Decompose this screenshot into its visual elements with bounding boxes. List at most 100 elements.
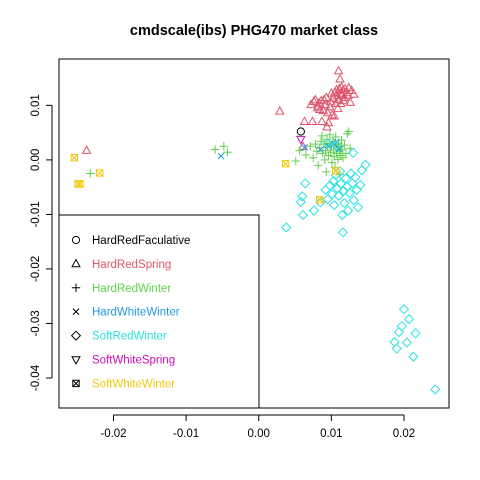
data-point <box>337 209 348 221</box>
series-1 <box>81 65 359 154</box>
data-point <box>356 165 367 176</box>
data-point <box>350 172 361 183</box>
y-tick-label: 0.00 <box>30 149 42 171</box>
data-point <box>329 200 340 211</box>
data-point <box>337 227 349 238</box>
series-5 <box>295 135 306 145</box>
legend-label: HardWhiteWinter <box>92 307 180 319</box>
legend-symbol <box>71 356 81 365</box>
legend-symbol <box>71 283 81 292</box>
data-point <box>299 116 310 126</box>
data-point <box>335 145 343 153</box>
data-point <box>307 116 318 126</box>
data-point <box>324 180 336 191</box>
data-point <box>338 153 348 162</box>
data-point <box>322 121 332 131</box>
x-tick-label: 0.01 <box>320 428 342 440</box>
data-point <box>331 140 342 151</box>
data-point <box>320 155 330 165</box>
legend-item: SoftRedWinter <box>70 330 167 343</box>
data-point <box>342 205 354 216</box>
chart-title: cmdscale(ibs) PHG470 market class <box>130 23 378 39</box>
series-0 <box>296 127 305 136</box>
data-point <box>338 185 349 197</box>
data-point <box>403 314 415 325</box>
x-tick-label: -0.02 <box>100 428 126 440</box>
axes: -0.02 -0.01 0.00 0.01 0.02 -0.04 -0.03 -0.02 -0.… <box>30 94 415 440</box>
data-points <box>70 65 441 395</box>
data-point <box>340 173 351 184</box>
y-tick-label: -0.04 <box>30 364 42 391</box>
y-tick-label: -0.03 <box>30 310 42 336</box>
data-point <box>301 150 311 160</box>
data-point <box>401 337 412 348</box>
data-point <box>348 147 359 158</box>
data-point <box>314 161 323 170</box>
data-point <box>345 97 356 106</box>
legend-item: HardRedFaculative <box>71 235 190 247</box>
legend-label: HardRedFaculative <box>92 235 190 247</box>
data-point <box>317 146 324 153</box>
data-point <box>306 142 315 151</box>
legend-symbol <box>71 235 81 245</box>
legend-label: HardRedWinter <box>92 283 171 295</box>
y-tick-label: -0.01 <box>30 201 42 227</box>
data-point <box>343 129 352 138</box>
legend-symbol <box>72 308 80 316</box>
data-point <box>348 195 359 206</box>
data-point <box>335 87 345 97</box>
data-point <box>323 117 334 127</box>
legend-label: SoftRedWinter <box>92 331 167 343</box>
data-point <box>326 189 338 200</box>
data-point <box>333 190 344 201</box>
legend-label: SoftWhiteSpring <box>92 355 175 367</box>
data-point <box>430 384 441 395</box>
legend-item: HardRedWinter <box>71 283 171 295</box>
data-point <box>331 132 340 142</box>
data-point <box>311 139 320 149</box>
data-point <box>76 180 84 188</box>
data-point <box>335 73 345 83</box>
y-tick-label: -0.02 <box>30 256 42 282</box>
series-6 <box>70 154 340 204</box>
data-point <box>335 178 346 189</box>
legend-symbol <box>70 330 82 341</box>
data-point <box>301 143 308 151</box>
data-point <box>333 65 344 75</box>
x-tick-label: -0.01 <box>173 428 199 440</box>
legend-item: HardWhiteWinter <box>72 307 180 319</box>
data-point <box>308 205 320 216</box>
legend-item: HardRedSpring <box>71 258 171 271</box>
data-point <box>300 178 311 189</box>
data-point <box>322 167 331 177</box>
data-point <box>310 94 321 104</box>
data-point <box>398 304 410 315</box>
data-point <box>343 90 353 99</box>
data-point <box>329 110 340 120</box>
data-point <box>86 169 95 178</box>
data-point <box>217 152 225 160</box>
data-point <box>344 127 353 136</box>
legend-label: HardRedSpring <box>92 259 171 271</box>
data-point <box>328 176 339 187</box>
data-point <box>339 92 350 102</box>
data-point <box>344 188 355 199</box>
data-point <box>339 197 350 209</box>
data-point <box>274 105 285 115</box>
data-point <box>291 156 300 166</box>
data-point <box>327 109 337 119</box>
data-point <box>325 130 335 139</box>
data-point <box>325 142 332 150</box>
data-point <box>393 327 404 338</box>
data-point <box>328 92 339 102</box>
data-point <box>210 145 220 154</box>
legend: HardRedFaculative HardRedSpring HardRedWin… <box>58 214 260 409</box>
legend-item: SoftWhiteWinter <box>72 378 175 390</box>
data-point <box>340 140 349 150</box>
data-point <box>316 195 324 204</box>
x-tick-label: 0.02 <box>393 428 415 440</box>
data-point <box>281 160 290 168</box>
data-point <box>223 148 232 157</box>
series-4 <box>281 138 441 395</box>
